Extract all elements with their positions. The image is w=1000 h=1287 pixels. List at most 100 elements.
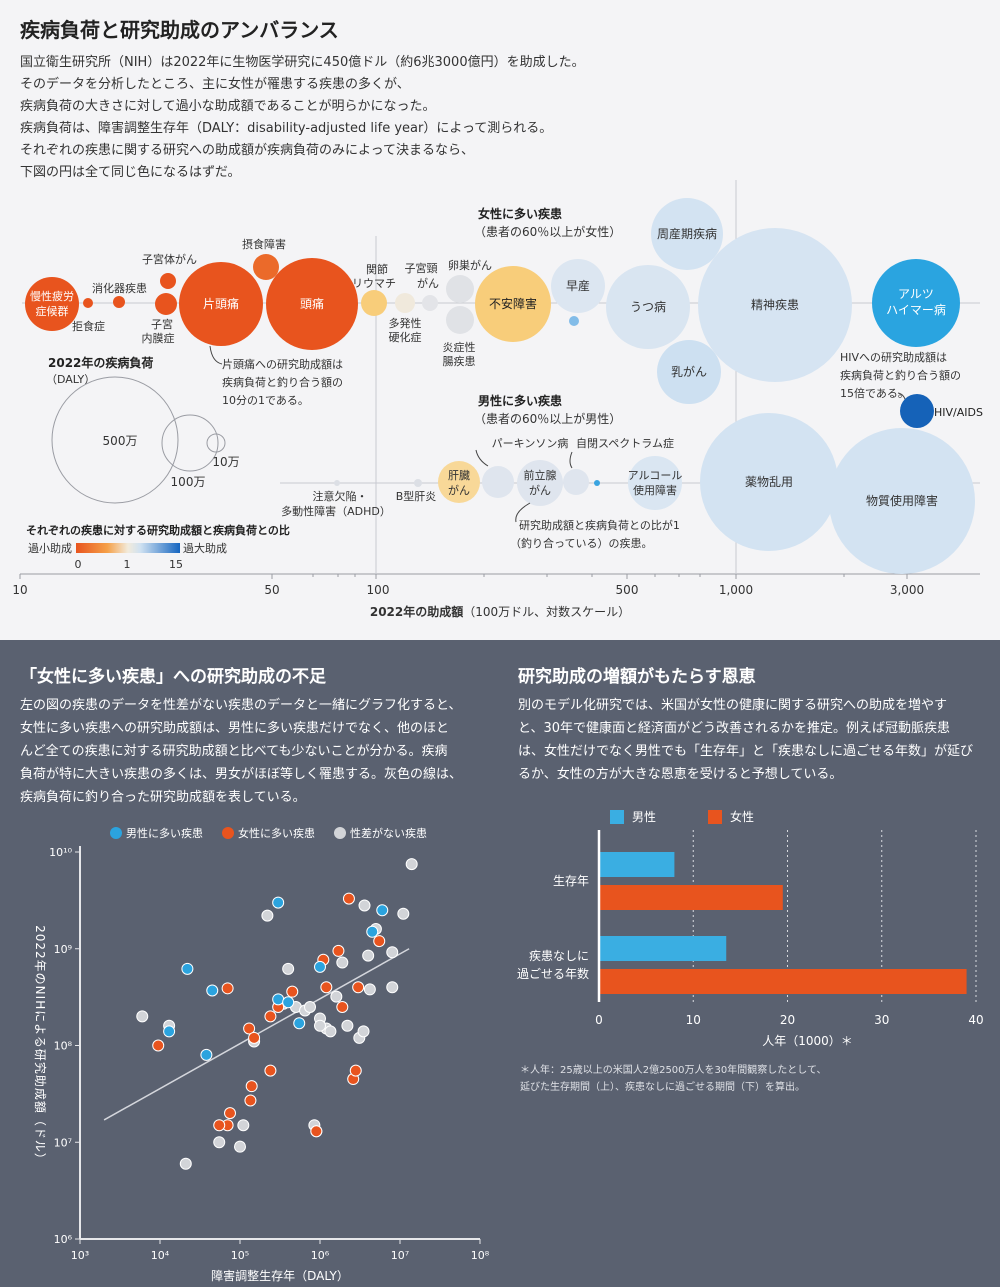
category-label: 疾患なしに <box>529 948 589 963</box>
y-tick-label: 10⁹ <box>54 943 72 956</box>
color-legend-title: それぞれの疾患に対する研究助成額と疾病負荷との比 <box>26 523 290 537</box>
label-line: 多発性 <box>389 316 422 330</box>
label-headache: 頭痛 <box>300 296 324 311</box>
scatter-point <box>282 962 295 975</box>
note-balanced: 研究助成額と疾病負荷との比が1 （釣り合っている）の疾患。 <box>510 518 680 550</box>
male-group-title: 男性に多い疾患 <box>478 393 562 408</box>
x-tick-label: 100 <box>367 583 390 597</box>
bubble-drug <box>700 413 838 551</box>
female-group-title: 女性に多い疾患 <box>478 206 562 221</box>
label-substance: 物質使用障害 <box>866 493 938 508</box>
intro-line: それぞれの疾患に関する研究への助成額が疾病負荷のみによって決まるなら、 <box>20 143 474 158</box>
y-tick-label: 10¹⁰ <box>49 846 72 859</box>
scatter-point <box>213 1136 226 1149</box>
bubble-hepb <box>414 479 422 487</box>
legend-label: 男性 <box>632 810 656 824</box>
label-line: 前立腺 <box>524 468 557 482</box>
text-line: は、女性だけでなく男性でも「生存年」と「疾患なしに過ごせる年数」が延び <box>518 744 974 759</box>
scatter-point <box>386 946 399 959</box>
scatter-point <box>386 981 399 994</box>
text-line: んど全ての疾患に対する研究助成額と比べても少ないことが分かる。疾病 <box>20 744 448 759</box>
bubble-depression <box>606 265 690 349</box>
label-perinatal: 周産期疾病 <box>657 226 717 241</box>
label-line: 使用障害 <box>633 483 677 497</box>
scatter-point <box>376 904 389 917</box>
legend-swatch <box>110 827 122 839</box>
left-section-title: 「女性に多い疾患」への研究助成の不足 <box>20 667 326 687</box>
scatter-point <box>336 1000 349 1013</box>
bubble-autism <box>563 469 589 495</box>
scatter-point <box>397 907 410 920</box>
scatter-point <box>336 956 349 969</box>
bubble-small-blue <box>594 480 600 486</box>
category-label: 過ごせる年数 <box>517 966 589 981</box>
legend-label: 女性 <box>730 809 754 824</box>
x-tick-label: 40 <box>968 1013 983 1027</box>
top-panel: 疾病負荷と研究助成のアンバランス 国立衛生研究所（NIH）は2022年に生物医学… <box>0 0 1000 640</box>
scatter-point <box>332 944 345 957</box>
size-legend-title: 2022年の疾病負荷 <box>48 355 153 370</box>
scatter-point <box>179 1157 192 1170</box>
text-line: 別のモデル化研究では、米国が女性の健康に関する研究への助成を増やす <box>518 698 948 713</box>
color-legend-tick: 15 <box>169 558 183 571</box>
scatter-point <box>261 909 274 922</box>
x-tick-label: 50 <box>264 583 279 597</box>
legend-label: 性差がない疾患 <box>350 826 427 840</box>
label-hepb: B型肝炎 <box>396 489 437 503</box>
scatter-point <box>366 925 379 938</box>
bubble-chart: 10 50 100 500 1,000 3,000 2022年の助成額（100万… <box>12 180 983 619</box>
size-legend-circle-100k <box>206 433 226 453</box>
bar <box>599 852 675 877</box>
bubble-breast <box>657 340 721 404</box>
x-tick-label: 10⁵ <box>231 1249 249 1262</box>
intro-line: そのデータを分析したところ、主に女性が罹患する疾患の多くが、 <box>20 77 410 92</box>
bubble-mental <box>698 228 852 382</box>
legend-label: 女性に多い疾患 <box>238 826 315 840</box>
label-adhd: 注意欠陥・多動性障害（ADHD） <box>281 489 391 518</box>
bubble-perinatal <box>651 198 723 270</box>
label-mental: 精神疾患 <box>751 297 799 312</box>
bottom-panel: 「女性に多い疾患」への研究助成の不足 左の図の疾患のデータを性差がない疾患のデー… <box>0 640 1000 1287</box>
label-line: 関節 <box>366 262 388 276</box>
note-migraine: 片頭痛への研究助成額は疾病負荷と釣り合う額の 10分の1である。 <box>222 357 343 407</box>
text-line: と、30年で健康面と経済面がどう改善されるかを推定。例えば冠動脈疾患 <box>518 721 951 736</box>
female-group-sub: （患者の60％以上が女性） <box>474 224 621 239</box>
size-legend-sub: （DALY） <box>46 373 95 386</box>
scatter-chart: 10³ 10⁴ 10⁵ 10⁶ 10⁷ 10⁸ 10⁶ 10⁷ 10⁸ 10⁹ 10¹⁰ 障害調整生存… <box>33 826 490 1283</box>
bubble-cfs <box>25 277 79 331</box>
label-ibd: 炎症性腸疾患 <box>443 340 476 368</box>
label-line: ハイマー病 <box>886 302 946 317</box>
scatter-point <box>163 1025 176 1038</box>
legend-swatch <box>222 827 234 839</box>
size-legend-label-5m: 500万 <box>103 434 138 448</box>
scatter-point <box>405 858 418 871</box>
x-tick-label: 500 <box>616 583 639 597</box>
label-endometriosis: 子宮内膜症 <box>142 317 175 345</box>
scatter-point <box>286 985 299 998</box>
right-section-text: 別のモデル化研究では、米国が女性の健康に関する研究への助成を増やす と、30年で… <box>518 694 973 786</box>
y-axis-title: 2022年のNIHによる研究助成額（ドル） <box>33 925 48 1166</box>
scatter-point <box>234 1140 246 1153</box>
x-axis-title-bold: 2022年の助成額 <box>370 604 463 619</box>
size-legend-label-1m: 100万 <box>171 475 206 489</box>
x-tick-label: 10⁴ <box>151 1249 170 1262</box>
label-prostate: 前立腺がん <box>524 468 557 497</box>
male-group-sub: （患者の60％以上が男性） <box>474 411 621 426</box>
legend-swatch <box>610 810 624 824</box>
size-legend-label-100k: 10万 <box>212 455 239 469</box>
scatter-point <box>320 981 333 994</box>
x-tick-label: 10⁷ <box>391 1249 409 1262</box>
x-tick-label: 10³ <box>71 1249 89 1262</box>
x-axis-title: 人年（1000）＊ <box>762 1034 853 1048</box>
scatter-point <box>272 896 285 909</box>
bar <box>599 936 727 961</box>
scatter-point <box>237 1119 250 1132</box>
note-leader-balanced <box>515 502 531 523</box>
legend-swatch <box>334 827 346 839</box>
label-line: 肝臓 <box>448 469 470 482</box>
label-line: 炎症性 <box>443 340 476 354</box>
label-anorexia: 拒食症 <box>72 319 105 333</box>
label-parkinson: パーキンソン病 <box>492 436 569 450</box>
scatter-point <box>349 1064 362 1077</box>
